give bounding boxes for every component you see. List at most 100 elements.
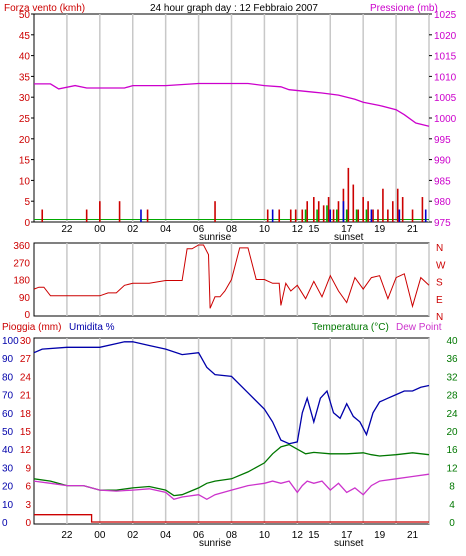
gust-bar [140,209,142,222]
rain-tick-label: 27 [20,354,32,365]
temperature-line [33,443,430,497]
x-tick-label: 04 [160,224,172,235]
direction-tick-label: 90 [19,293,31,304]
compass-label: N [436,243,443,254]
rain-tick-label: 0 [25,518,31,529]
wind-bar [41,209,44,222]
x-tick-label: 21 [407,224,419,235]
humidity-tick-label: 70 [2,391,14,402]
pressure-tick-label: 985 [434,176,451,187]
wind-bar [99,201,101,222]
direction-tick-label: 360 [13,241,30,252]
x-tick-label: 17 [341,224,353,235]
wind-bar [327,197,330,222]
wind-tick-label: 45 [19,31,31,42]
pressure-tick-label: 1005 [434,93,457,104]
x-tick-label: 06 [193,530,205,541]
wind-bar [317,201,320,222]
wind-tick-label: 15 [19,156,31,167]
direction-tick-label: 180 [13,276,30,287]
wind-bar [85,209,88,222]
wind-bar [347,167,350,222]
wind-bar [118,201,121,222]
sunset-label-top: sunset [334,232,364,243]
wind-bar [289,209,292,222]
humidity-tick-label: 40 [2,445,14,456]
wind-bar [387,209,389,222]
humidity-tick-label: 30 [2,463,14,474]
wind-bar [352,184,355,222]
compass-label: E [436,295,443,306]
rain-tick-label: 18 [20,409,32,420]
temperature-tick-label: 40 [446,336,458,347]
x-tick-label: 17 [341,530,353,541]
wind-bar [357,209,360,222]
wind-axis-title: Forza vento (kmh) [4,3,85,14]
x-tick-label: 15 [308,530,320,541]
pressure-tick-label: 1015 [434,52,457,63]
x-tick-label: 10 [259,530,271,541]
gust-bar [271,209,274,222]
x-tick-label: 00 [94,530,106,541]
rain-axis-title: Pioggia (mm) [2,322,61,333]
wind-bar [362,197,364,222]
temperature-tick-label: 16 [446,445,458,456]
wind-bar [411,209,414,222]
x-tick-label: 15 [308,224,320,235]
wind-bar [401,197,404,222]
x-tick-label: 02 [127,530,139,541]
humidity-tick-label: 100 [2,336,19,347]
x-tick-label: 10 [259,224,271,235]
wind-bar [306,201,309,222]
temperature-axis-title: Temperatura (°C) [312,322,389,333]
rain-tick-label: 3 [25,500,31,511]
wind-bar [367,201,369,222]
wind-bar [372,209,374,222]
x-tick-label: 12 [292,224,304,235]
gust-bar [342,201,345,222]
x-tick-label: 22 [61,224,73,235]
wind-tick-label: 25 [19,114,31,125]
avg-wind-bar [365,209,368,222]
temperature-tick-label: 4 [449,500,455,511]
sunrise-label-bottom: sunrise [199,538,232,549]
humidity-tick-label: 50 [2,427,14,438]
gust-bar [329,209,332,222]
avg-wind-bar [316,209,318,222]
wind-bar [266,209,269,222]
pressure-tick-label: 1010 [434,72,457,83]
wind-bar [332,209,335,222]
rain-tick-label: 9 [25,463,31,474]
avg-wind-bar [326,205,328,222]
compass-label: W [436,260,446,271]
temperature-tick-label: 12 [446,463,458,474]
temperature-tick-label: 36 [446,354,458,365]
wind-bar [294,209,297,222]
pressure-tick-label: 1000 [434,114,457,125]
humidity-line [33,341,430,445]
sunrise-label-top: sunrise [199,232,232,243]
x-tick-label: 19 [374,224,386,235]
rain-tick-label: 15 [20,427,32,438]
rain-tick-label: 21 [20,391,32,402]
pressure-tick-label: 1025 [434,10,457,21]
pressure-axis-title: Pressione (mb) [370,3,438,14]
temperature-tick-label: 20 [446,427,458,438]
wind-bar [146,209,149,222]
humidity-tick-label: 20 [2,482,14,493]
x-tick-label: 19 [374,530,386,541]
avg-wind-bar [345,209,348,222]
gust-bar [398,209,401,222]
x-tick-label: 22 [61,530,73,541]
wind-tick-label: 20 [19,135,31,146]
rain-tick-label: 30 [20,336,32,347]
humidity-axis-title: Umidita % [69,322,115,333]
humidity-tick-label: 60 [2,409,14,420]
x-tick-label: 00 [94,224,106,235]
direction-line [33,244,430,309]
x-tick-label: 21 [407,530,419,541]
compass-label: N [436,312,443,323]
pressure-line [34,82,430,127]
sunset-label-bottom: sunset [334,538,364,549]
